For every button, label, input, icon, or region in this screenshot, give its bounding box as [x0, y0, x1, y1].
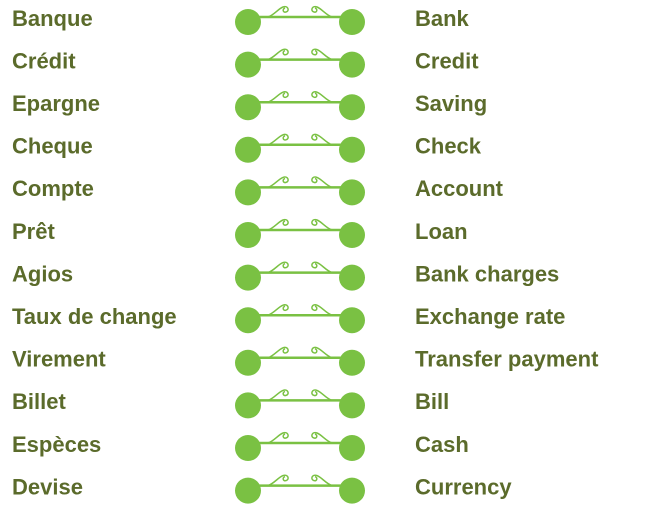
vocab-row: Epargne Saving: [12, 91, 487, 121]
connector: [235, 346, 365, 376]
connector: [235, 474, 365, 504]
connector-curl: [311, 91, 333, 103]
connector-dot: [235, 392, 261, 419]
english-word: Check: [415, 134, 482, 159]
french-word: Prêt: [12, 219, 55, 244]
connector-curl: [311, 5, 333, 18]
connector-dot: [339, 307, 365, 334]
connector: [235, 261, 365, 291]
connector: [235, 176, 365, 206]
connector: [235, 91, 365, 121]
connector-dot: [235, 179, 261, 206]
connector-curl: [311, 176, 333, 189]
french-word: Compte: [12, 176, 94, 201]
connector-curl: [267, 304, 289, 316]
connector-dot: [339, 435, 365, 461]
french-word: Espèces: [12, 432, 101, 457]
vocab-row: Compte Account: [12, 176, 504, 206]
english-word: Exchange rate: [415, 304, 565, 329]
connector-dot: [235, 349, 261, 376]
french-word: Billet: [12, 389, 66, 414]
connector-curl: [267, 474, 289, 487]
vocab-row: Prêt Loan: [12, 219, 468, 248]
french-word: Virement: [12, 347, 106, 372]
french-word: Taux de change: [12, 304, 177, 329]
connector-dot: [235, 435, 261, 461]
connector-dot: [339, 222, 365, 248]
english-word: Credit: [415, 48, 479, 73]
connector-curl: [311, 133, 333, 146]
connector-dot: [339, 94, 365, 121]
english-word: Bill: [415, 389, 449, 414]
connector-curl: [311, 431, 333, 444]
french-word: Cheque: [12, 134, 93, 159]
connector: [235, 5, 365, 35]
french-word: Epargne: [12, 91, 100, 116]
connector-dot: [235, 94, 261, 121]
french-word: Crédit: [12, 48, 76, 73]
connector-curl: [267, 346, 289, 359]
connector-dot: [235, 136, 261, 163]
connector-dot: [339, 136, 365, 163]
vocab-row: Virement Transfer payment: [12, 347, 599, 376]
connector-dot: [339, 477, 365, 504]
connector-dot: [235, 307, 261, 334]
connector-dot: [235, 222, 261, 248]
connector: [235, 431, 365, 461]
connector-curl: [267, 176, 289, 189]
connector: [235, 133, 365, 163]
english-word: Transfer payment: [415, 347, 599, 372]
connector-curl: [311, 218, 333, 231]
connector-curl: [311, 389, 333, 402]
vocab-row: Cheque Check: [12, 134, 482, 163]
connector-curl: [311, 474, 333, 487]
connector-dot: [235, 477, 261, 504]
connector-dot: [339, 51, 365, 78]
connector-dot: [235, 264, 261, 291]
vocab-row: Espèces Cash: [12, 432, 469, 461]
english-word: Bank charges: [415, 261, 559, 286]
vocab-row: Crédit Credit: [12, 48, 479, 78]
connector: [235, 304, 365, 334]
connector-dot: [235, 51, 261, 78]
connector-curl: [267, 389, 289, 402]
vocab-row: Agios Bank charges: [12, 261, 559, 291]
connector-curl: [267, 48, 289, 61]
connector-curl: [267, 133, 289, 146]
french-word: Banque: [12, 6, 93, 31]
connector-dot: [339, 392, 365, 419]
english-word: Cash: [415, 432, 469, 457]
vocab-row: Banque Bank: [12, 6, 470, 35]
connector: [235, 48, 365, 78]
connector-dot: [339, 179, 365, 206]
connector: [235, 218, 365, 248]
english-word: Currency: [415, 474, 512, 499]
connector-curl: [311, 346, 333, 359]
french-word: Devise: [12, 474, 83, 499]
connector: [235, 389, 365, 419]
english-word: Account: [415, 176, 504, 201]
french-word: Agios: [12, 261, 73, 286]
connector-curl: [267, 5, 289, 18]
connector-curl: [267, 431, 289, 444]
english-word: Saving: [415, 91, 487, 116]
english-word: Bank: [415, 6, 470, 31]
connector-dot: [339, 349, 365, 376]
vocab-row: Devise Currency: [12, 474, 512, 504]
connector-curl: [267, 91, 289, 103]
connector-curl: [311, 48, 333, 61]
connector-dot: [339, 9, 365, 35]
vocab-row: Taux de change Exchange rate: [12, 304, 565, 334]
connector-curl: [267, 261, 289, 274]
connector-dot: [339, 264, 365, 291]
english-word: Loan: [415, 219, 468, 244]
connector-curl: [311, 261, 333, 274]
connector-curl: [267, 218, 289, 231]
connector-dot: [235, 9, 261, 35]
vocab-row: Billet Bill: [12, 389, 449, 419]
connector-curl: [311, 304, 333, 316]
